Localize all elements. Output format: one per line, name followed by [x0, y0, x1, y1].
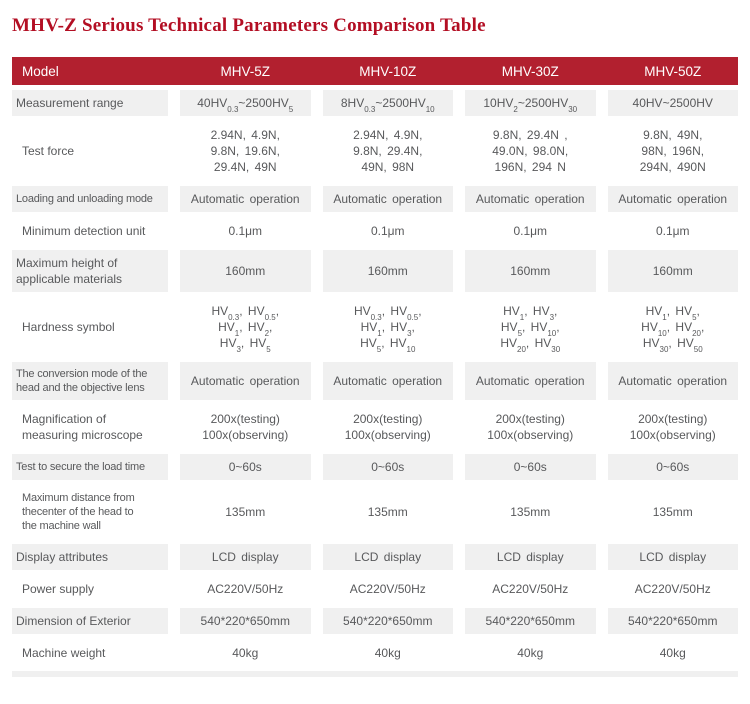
- cell-mhv-10z: 8HV0.3~2500HV10: [322, 90, 453, 116]
- table-bottom-border: [12, 671, 738, 677]
- table-row: Loading and unloading mode Automatic oper…: [12, 186, 738, 212]
- cell-mhv-30z: 135mm: [510, 505, 551, 519]
- table-row: Hardness symbol HV0.3, HV0.5, HV1, HV2, HV3…: [12, 295, 738, 359]
- cell-mhv-30z: HV1, HV3, HV5, HV10, HV20, HV30: [500, 304, 561, 355]
- cell-mhv-30z: 40kg: [517, 646, 544, 660]
- cell-mhv-50z: 540*220*650mm: [607, 608, 738, 634]
- cell-mhv-30z: 540*220*650mm: [465, 608, 596, 634]
- cell-mhv-30z: AC220V/50Hz: [492, 582, 569, 596]
- cell-mhv-50z: LCD display: [607, 544, 738, 570]
- row-label: Display attributes: [12, 544, 168, 570]
- table-row: Power supply AC220V/50Hz AC220V/50Hz AC220V…: [12, 573, 738, 605]
- cell-mhv-10z: 135mm: [367, 505, 408, 519]
- row-label: Test force: [22, 144, 75, 158]
- table-row: Maximum distance from thecenter of the he…: [12, 483, 738, 541]
- cell-mhv-50z: 0.1μm: [655, 224, 690, 238]
- cell-mhv-10z: 540*220*650mm: [322, 608, 453, 634]
- header-cell-model: Model: [22, 63, 59, 79]
- row-label: The conversion mode of the head and the o…: [12, 362, 168, 400]
- cell-mhv-5z: 2.94N, 4.9N, 9.8N, 19.6N, 29.4N, 49N: [210, 128, 280, 174]
- row-label: Test to secure the load time: [12, 454, 168, 480]
- cell-mhv-30z: LCD display: [465, 544, 596, 570]
- table-row: Machine weight 40kg 40kg 40kg 40kg: [12, 637, 738, 669]
- cell-mhv-5z: 0~60s: [180, 454, 311, 480]
- row-label: Hardness symbol: [22, 320, 115, 334]
- row-label: Maximum distance from thecenter of the he…: [22, 492, 135, 532]
- table-row: Display attributes LCD display LCD display…: [12, 544, 738, 570]
- cell-mhv-50z: AC220V/50Hz: [634, 582, 711, 596]
- cell-mhv-50z: Automatic operation: [607, 362, 738, 400]
- table-row: Dimension of Exterior 540*220*650mm 540*22…: [12, 608, 738, 634]
- row-label: Power supply: [22, 582, 95, 596]
- cell-mhv-10z: 0.1μm: [370, 224, 405, 238]
- table-row: Test force 2.94N, 4.9N, 9.8N, 19.6N, 29.4N,…: [12, 119, 738, 183]
- cell-mhv-5z: 160mm: [180, 250, 311, 292]
- cell-mhv-50z: 40HV~2500HV: [607, 90, 738, 116]
- cell-mhv-50z: Automatic operation: [607, 186, 738, 212]
- table-body: Measurement range 40HV0.3~2500HV5 8HV0.3~2…: [12, 90, 738, 669]
- cell-mhv-10z: HV0.3, HV0.5, HV1, HV3, HV5, HV10: [353, 304, 422, 355]
- header-cell-mhv-50z: MHV-50Z: [644, 63, 702, 79]
- header-cell-mhv-10z: MHV-10Z: [359, 63, 417, 79]
- cell-mhv-30z: 0.1μm: [513, 224, 548, 238]
- cell-mhv-50z: 135mm: [652, 505, 693, 519]
- header-cell-mhv-5z: MHV-5Z: [220, 63, 270, 79]
- cell-mhv-5z: 540*220*650mm: [180, 608, 311, 634]
- cell-mhv-10z: 40kg: [374, 646, 401, 660]
- row-label: Maximum height of applicable materials: [12, 250, 168, 292]
- table-row: Measurement range 40HV0.3~2500HV5 8HV0.3~2…: [12, 90, 738, 116]
- cell-mhv-50z: 200x(testing) 100x(observing): [629, 412, 716, 442]
- cell-mhv-30z: Automatic operation: [465, 362, 596, 400]
- cell-mhv-10z: 160mm: [322, 250, 453, 292]
- cell-mhv-50z: 40kg: [659, 646, 686, 660]
- cell-mhv-50z: 0~60s: [607, 454, 738, 480]
- cell-mhv-5z: LCD display: [180, 544, 311, 570]
- table-row: Magnification of measuring microscope 200x…: [12, 403, 738, 451]
- table-row: Test to secure the load time 0~60s 0~60s 0~…: [12, 454, 738, 480]
- row-label: Machine weight: [22, 646, 106, 660]
- comparison-table: Model MHV-5Z MHV-10Z MHV-30Z MHV-50Z Mea…: [12, 57, 738, 677]
- cell-mhv-5z: 40kg: [232, 646, 259, 660]
- cell-mhv-5z: Automatic operation: [180, 186, 311, 212]
- cell-mhv-10z: 200x(testing) 100x(observing): [344, 412, 431, 442]
- table-row: Minimum detection unit 0.1μm 0.1μm 0.1μm 0.1…: [12, 215, 738, 247]
- cell-mhv-10z: 0~60s: [322, 454, 453, 480]
- cell-mhv-5z: 40HV0.3~2500HV5: [180, 90, 311, 116]
- cell-mhv-5z: 0.1μm: [228, 224, 263, 238]
- table-row: Maximum height of applicable materials 160…: [12, 250, 738, 292]
- cell-mhv-5z: 200x(testing) 100x(observing): [202, 412, 289, 442]
- page-title: MHV-Z Serious Technical Parameters Compa…: [12, 15, 486, 36]
- cell-mhv-30z: 200x(testing) 100x(observing): [487, 412, 574, 442]
- cell-mhv-50z: HV1, HV5, HV10, HV20, HV30, HV50: [641, 304, 705, 355]
- cell-mhv-10z: 2.94N, 4.9N, 9.8N, 29.4N, 49N, 98N: [353, 128, 423, 174]
- cell-mhv-50z: 9.8N, 49N, 98N, 196N, 294N, 490N: [639, 128, 706, 174]
- cell-mhv-30z: 10HV2~2500HV30: [465, 90, 596, 116]
- cell-mhv-5z: 135mm: [225, 505, 266, 519]
- cell-mhv-10z: Automatic operation: [322, 362, 453, 400]
- cell-mhv-30z: Automatic operation: [465, 186, 596, 212]
- cell-mhv-5z: HV0.3, HV0.5, HV1, HV2, HV3, HV5: [211, 304, 280, 355]
- row-label: Magnification of measuring microscope: [22, 412, 143, 442]
- row-label: Dimension of Exterior: [12, 608, 168, 634]
- row-label: Measurement range: [12, 90, 168, 116]
- table-header-row: Model MHV-5Z MHV-10Z MHV-30Z MHV-50Z: [12, 57, 738, 85]
- cell-mhv-5z: Automatic operation: [180, 362, 311, 400]
- cell-mhv-5z: AC220V/50Hz: [207, 582, 284, 596]
- cell-mhv-10z: LCD display: [322, 544, 453, 570]
- cell-mhv-10z: Automatic operation: [322, 186, 453, 212]
- cell-mhv-30z: 160mm: [465, 250, 596, 292]
- cell-mhv-30z: 0~60s: [465, 454, 596, 480]
- cell-mhv-50z: 160mm: [607, 250, 738, 292]
- row-label: Minimum detection unit: [22, 224, 146, 238]
- cell-mhv-10z: AC220V/50Hz: [349, 582, 426, 596]
- table-row: The conversion mode of the head and the o…: [12, 362, 738, 400]
- row-label: Loading and unloading mode: [12, 186, 168, 212]
- header-cell-mhv-30z: MHV-30Z: [501, 63, 559, 79]
- cell-mhv-30z: 9.8N, 29.4N , 49.0N, 98.0N, 196N, 294 N: [492, 128, 569, 174]
